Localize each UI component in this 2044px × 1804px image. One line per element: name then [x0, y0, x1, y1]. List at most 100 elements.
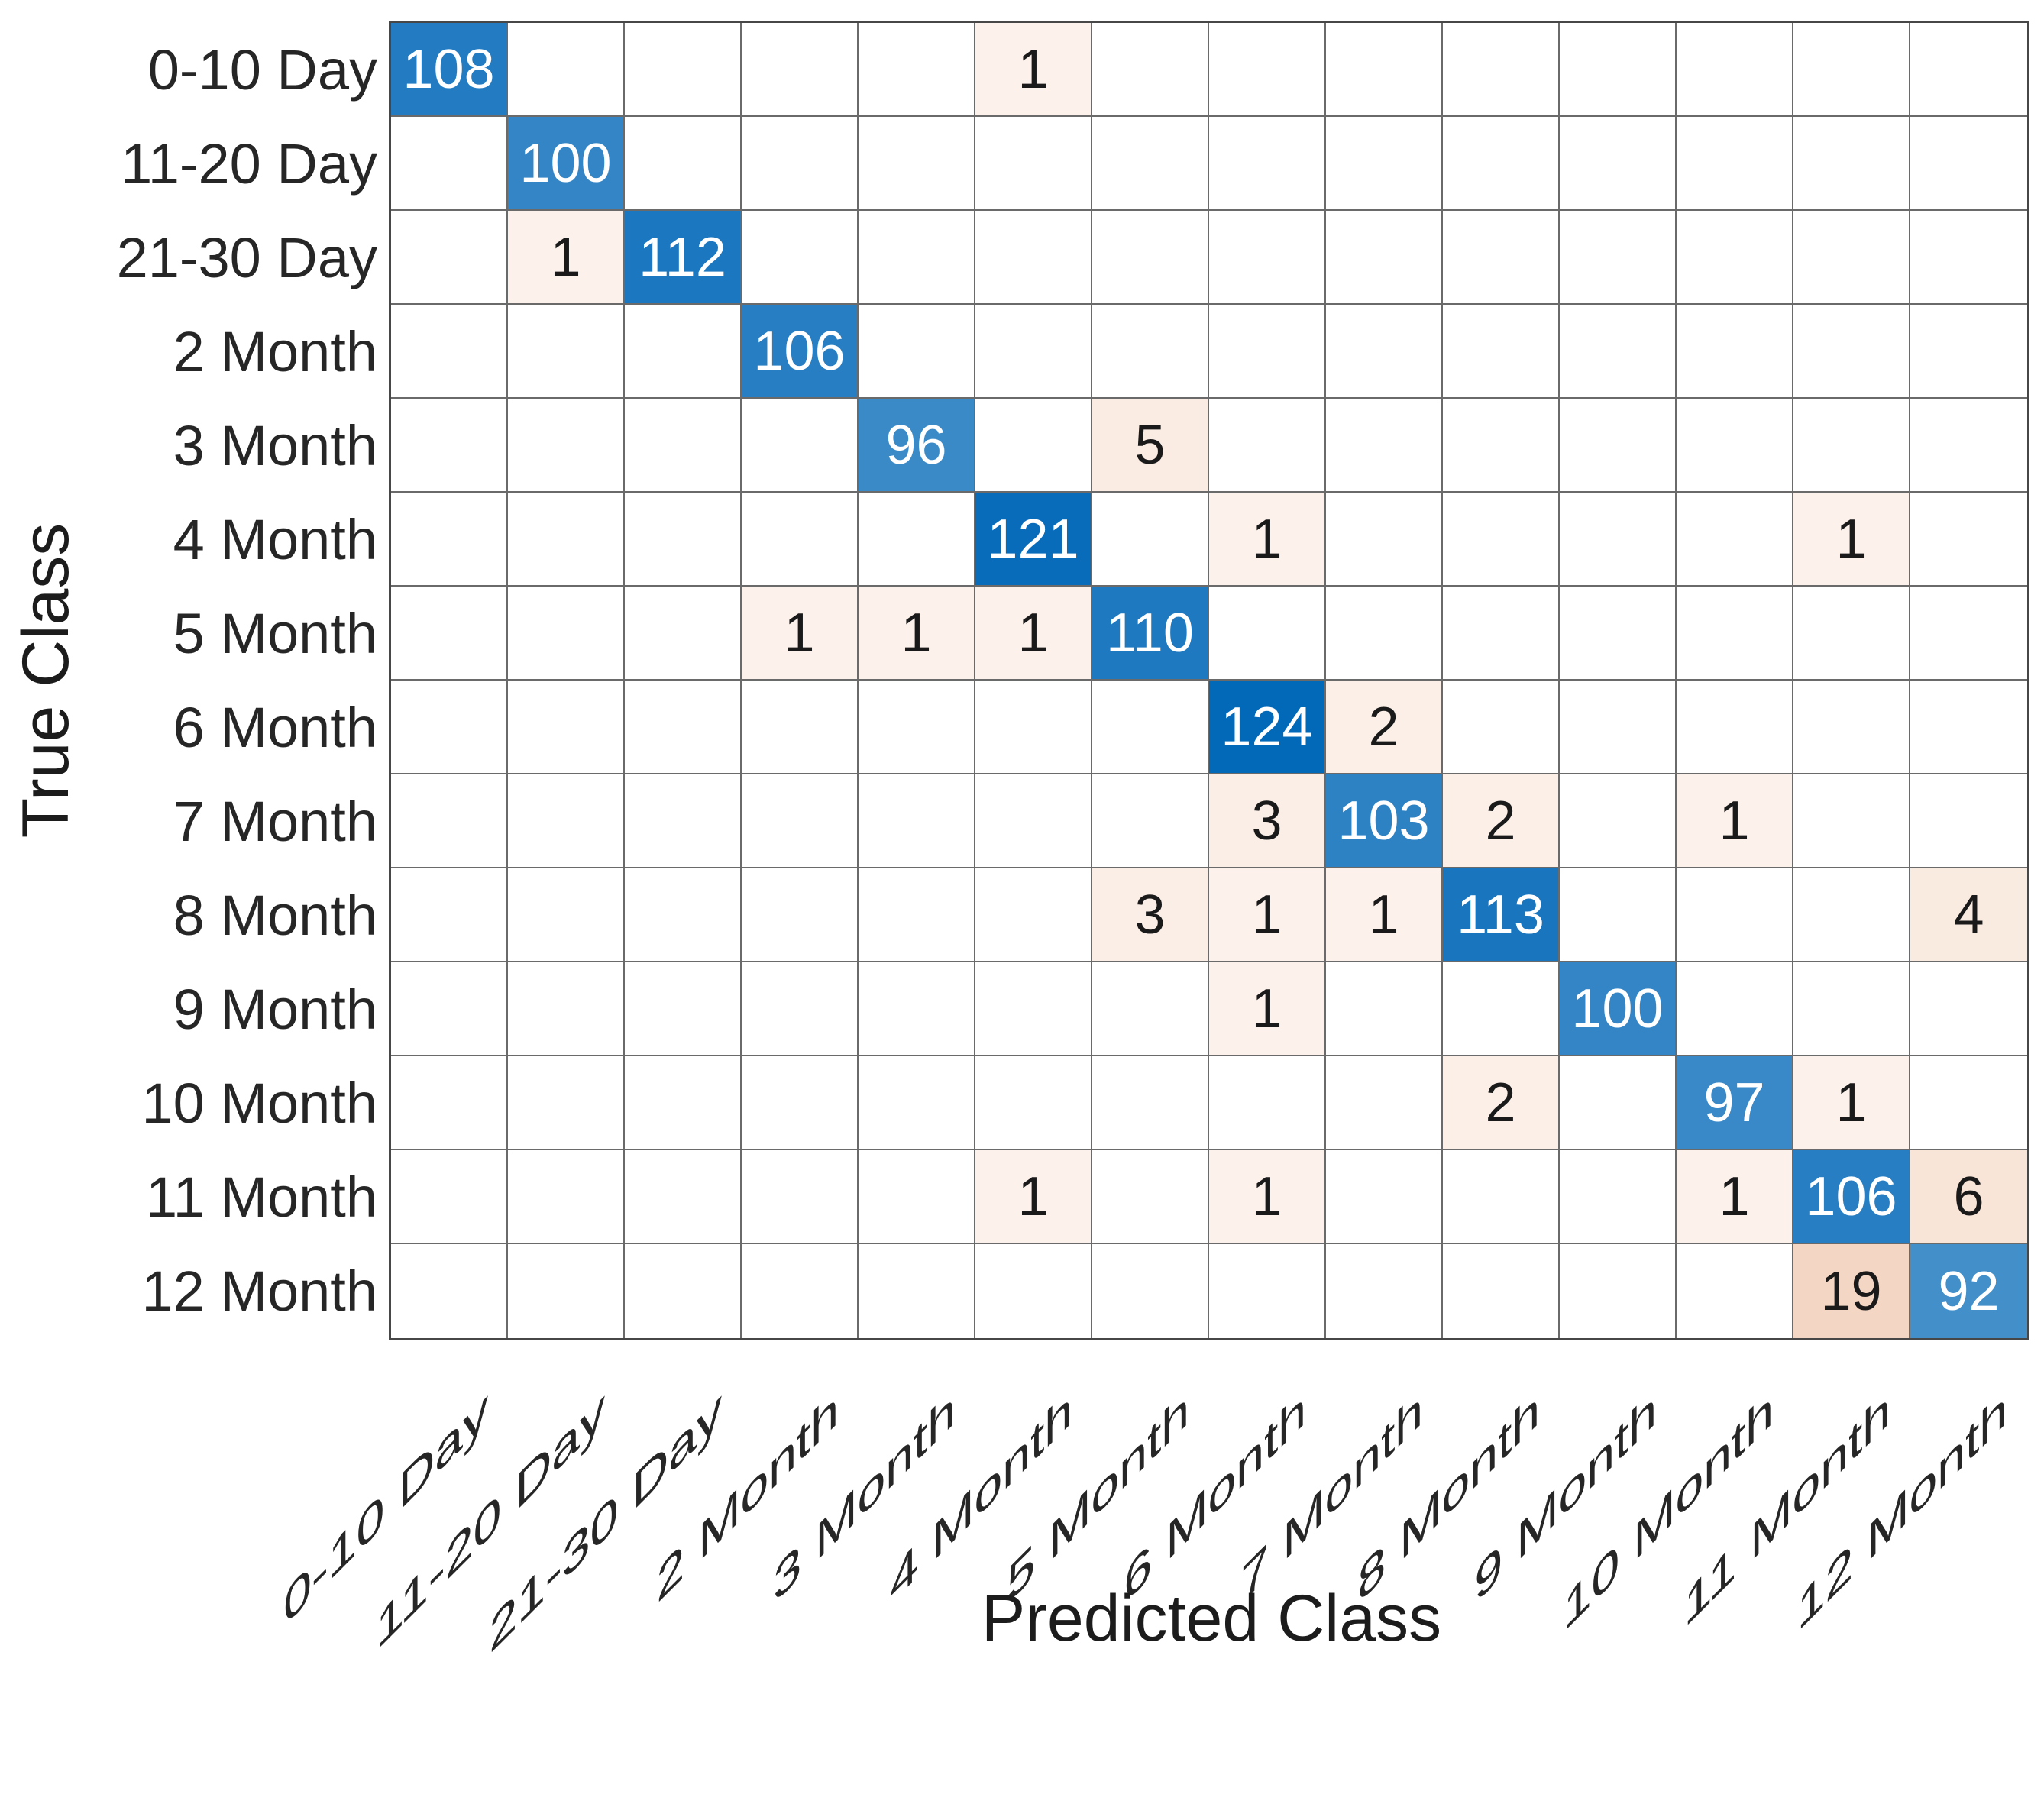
matrix-cell-r9-c8: 1: [1326, 868, 1443, 962]
matrix-cell-r10-c4: [859, 962, 975, 1056]
matrix-cell-r5-c3: [742, 493, 859, 587]
matrix-cell-r4-c11: [1677, 399, 1793, 493]
matrix-cell-r8-c13: [1910, 774, 2027, 868]
y-axis-title: True Class: [9, 522, 82, 839]
matrix-cell-r4-c12: [1793, 399, 1910, 493]
matrix-cell-r5-c7: 1: [1209, 493, 1326, 587]
matrix-cell-r10-c3: [742, 962, 859, 1056]
matrix-cell-r12-c5: 1: [975, 1150, 1092, 1244]
matrix-cell-r7-c9: [1443, 681, 1560, 774]
matrix-cell-r2-c0: [391, 211, 508, 305]
matrix-cell-r11-c7: [1209, 1056, 1326, 1150]
y-tick-label-3: 2 Month: [173, 320, 377, 383]
matrix-cell-r3-c8: [1326, 305, 1443, 399]
matrix-cell-r0-c7: [1209, 23, 1326, 117]
matrix-cell-r11-c13: [1910, 1056, 2027, 1150]
matrix-cell-r1-c1: 100: [508, 117, 625, 211]
matrix-cell-r8-c5: [975, 774, 1092, 868]
matrix-cell-r5-c1: [508, 493, 625, 587]
matrix-cell-r13-c12: 19: [1793, 1244, 1910, 1338]
matrix-cell-r4-c0: [391, 399, 508, 493]
matrix-cell-r7-c7: 124: [1209, 681, 1326, 774]
matrix-cell-r12-c0: [391, 1150, 508, 1244]
matrix-cell-r4-c9: [1443, 399, 1560, 493]
matrix-cell-r0-c0: 108: [391, 23, 508, 117]
matrix-cell-r4-c2: [625, 399, 742, 493]
matrix-cell-r8-c9: 2: [1443, 774, 1560, 868]
matrix-cell-r6-c2: [625, 587, 742, 681]
matrix-cell-r5-c12: 1: [1793, 493, 1910, 587]
matrix-cell-r10-c8: [1326, 962, 1443, 1056]
matrix-cell-r11-c10: [1560, 1056, 1677, 1150]
matrix-cell-r7-c8: 2: [1326, 681, 1443, 774]
matrix-cell-r5-c6: [1092, 493, 1209, 587]
matrix-cell-r12-c11: 1: [1677, 1150, 1793, 1244]
y-tick-label-11: 10 Month: [141, 1072, 377, 1135]
matrix-cell-r8-c6: [1092, 774, 1209, 868]
matrix-cell-r6-c0: [391, 587, 508, 681]
matrix-cell-r12-c9: [1443, 1150, 1560, 1244]
matrix-cell-r10-c11: [1677, 962, 1793, 1056]
matrix-cell-r10-c0: [391, 962, 508, 1056]
matrix-cell-r9-c9: 113: [1443, 868, 1560, 962]
matrix-cell-r10-c9: [1443, 962, 1560, 1056]
matrix-cell-r0-c9: [1443, 23, 1560, 117]
matrix-cell-r3-c3: 106: [742, 305, 859, 399]
matrix-cell-r6-c6: 110: [1092, 587, 1209, 681]
matrix-cell-r0-c5: 1: [975, 23, 1092, 117]
matrix-cell-r11-c4: [859, 1056, 975, 1150]
matrix-cell-r7-c13: [1910, 681, 2027, 774]
matrix-cell-r12-c7: 1: [1209, 1150, 1326, 1244]
matrix-cell-r10-c7: 1: [1209, 962, 1326, 1056]
matrix-cell-r1-c4: [859, 117, 975, 211]
matrix-cell-r8-c8: 103: [1326, 774, 1443, 868]
matrix-cell-r5-c11: [1677, 493, 1793, 587]
matrix-cell-r8-c12: [1793, 774, 1910, 868]
matrix-cell-r6-c4: 1: [859, 587, 975, 681]
matrix-cell-r13-c9: [1443, 1244, 1560, 1338]
matrix-cell-r11-c11: 97: [1677, 1056, 1793, 1150]
matrix-cell-r3-c11: [1677, 305, 1793, 399]
matrix-cell-r1-c2: [625, 117, 742, 211]
matrix-cell-r3-c12: [1793, 305, 1910, 399]
matrix-cell-r9-c6: 3: [1092, 868, 1209, 962]
matrix-cell-r5-c2: [625, 493, 742, 587]
matrix-cell-r11-c1: [508, 1056, 625, 1150]
matrix-cell-r7-c11: [1677, 681, 1793, 774]
y-tick-label-2: 21-30 Day: [116, 226, 377, 289]
matrix-cell-r10-c10: 100: [1560, 962, 1677, 1056]
matrix-cell-r4-c1: [508, 399, 625, 493]
matrix-cell-r3-c9: [1443, 305, 1560, 399]
matrix-cell-r9-c4: [859, 868, 975, 962]
matrix-cell-r12-c2: [625, 1150, 742, 1244]
matrix-cell-r3-c4: [859, 305, 975, 399]
matrix-cell-r5-c0: [391, 493, 508, 587]
matrix-cell-r2-c3: [742, 211, 859, 305]
matrix-cell-r1-c8: [1326, 117, 1443, 211]
y-tick-label-7: 6 Month: [173, 696, 377, 759]
matrix-cell-r11-c6: [1092, 1056, 1209, 1150]
matrix-cell-r4-c5: [975, 399, 1092, 493]
matrix-cell-r2-c8: [1326, 211, 1443, 305]
matrix-cell-r3-c0: [391, 305, 508, 399]
matrix-cell-r2-c5: [975, 211, 1092, 305]
matrix-cell-r1-c9: [1443, 117, 1560, 211]
matrix-cell-r7-c3: [742, 681, 859, 774]
matrix-cell-r13-c7: [1209, 1244, 1326, 1338]
matrix-cell-r8-c10: [1560, 774, 1677, 868]
matrix-cell-r9-c0: [391, 868, 508, 962]
matrix-cell-r8-c11: 1: [1677, 774, 1793, 868]
matrix-cell-r10-c2: [625, 962, 742, 1056]
matrix-cell-r12-c12: 106: [1793, 1150, 1910, 1244]
matrix-cell-r4-c10: [1560, 399, 1677, 493]
matrix-cell-r2-c7: [1209, 211, 1326, 305]
matrix-cell-r9-c13: 4: [1910, 868, 2027, 962]
matrix-cell-r4-c8: [1326, 399, 1443, 493]
matrix-cell-r12-c13: 6: [1910, 1150, 2027, 1244]
matrix-cell-r13-c13: 92: [1910, 1244, 2027, 1338]
matrix-cell-r7-c2: [625, 681, 742, 774]
matrix-cell-r9-c1: [508, 868, 625, 962]
matrix-cell-r10-c12: [1793, 962, 1910, 1056]
matrix-cell-r0-c3: [742, 23, 859, 117]
matrix-cell-r11-c5: [975, 1056, 1092, 1150]
